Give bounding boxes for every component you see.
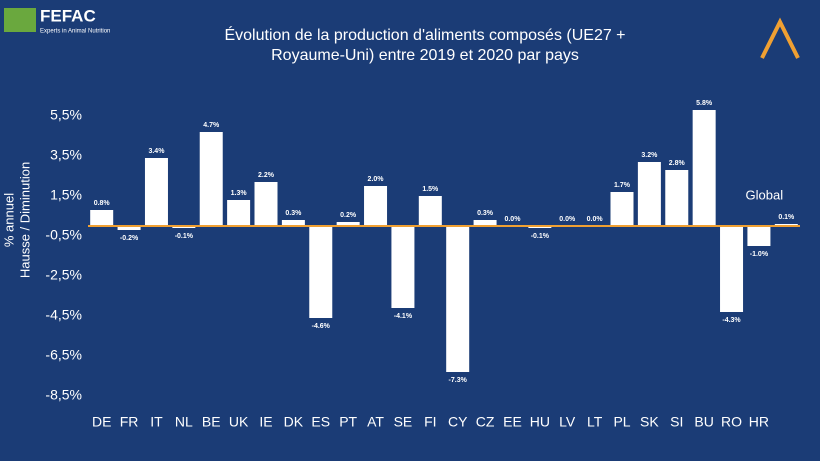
value-label: 0.3% <box>477 210 494 217</box>
bar <box>364 186 388 226</box>
value-label: 0.0% <box>587 216 604 223</box>
bar <box>336 222 360 226</box>
y-tick-label: -0,5% <box>45 227 82 243</box>
annotation: Global <box>746 187 784 202</box>
chart-title: Royaume-Uni) entre 2019 et 2020 par pays <box>271 47 579 64</box>
x-tick-label: HU <box>530 414 550 430</box>
value-label: 1.5% <box>422 186 439 193</box>
bar <box>254 182 278 226</box>
value-label: 0.8% <box>94 200 111 207</box>
y-tick-label: -4,5% <box>45 307 82 323</box>
x-tick-label: PL <box>613 414 630 430</box>
value-label: 3.4% <box>148 148 165 155</box>
logo-name: FEFAC <box>40 6 96 25</box>
bar <box>227 200 251 226</box>
bar <box>720 226 744 312</box>
logo-icon <box>4 8 36 32</box>
bar <box>747 226 771 246</box>
y-tick-label: -6,5% <box>45 347 82 363</box>
x-tick-label: NL <box>175 414 193 430</box>
x-tick-label: HR <box>749 414 769 430</box>
x-tick-label: SK <box>640 414 659 430</box>
value-label: 2.0% <box>368 176 385 183</box>
x-tick-label: FR <box>120 414 139 430</box>
bar <box>199 132 223 226</box>
x-tick-label: IT <box>150 414 163 430</box>
bar <box>637 162 661 226</box>
x-tick-label: UK <box>229 414 249 430</box>
chart-title: Évolution de la production d'aliments co… <box>224 25 625 44</box>
bar <box>446 226 470 372</box>
x-tick-label: ES <box>311 414 330 430</box>
bar <box>117 226 141 230</box>
value-label: -0.1% <box>531 233 550 240</box>
x-tick-label: BU <box>694 414 713 430</box>
bar <box>418 196 442 226</box>
value-label: 0.1% <box>778 214 795 221</box>
x-tick-label: BE <box>202 414 221 430</box>
x-tick-label: EE <box>503 414 522 430</box>
bar <box>692 110 716 226</box>
bar <box>610 192 634 226</box>
x-tick-label: LV <box>559 414 576 430</box>
value-label: 5.8% <box>696 100 713 107</box>
bar <box>665 170 689 226</box>
y-tick-label: -8,5% <box>45 387 82 403</box>
brand-mark <box>760 17 800 59</box>
value-label: 3.2% <box>641 152 658 159</box>
x-tick-label: RO <box>721 414 742 430</box>
value-label: -4.1% <box>394 313 413 320</box>
x-tick-label: FI <box>424 414 436 430</box>
value-label: 0.3% <box>285 210 302 217</box>
bar <box>391 226 415 308</box>
y-tick-label: 3,5% <box>50 147 82 163</box>
x-tick-label: SE <box>394 414 413 430</box>
value-label: 2.2% <box>258 172 275 179</box>
y-axis-label: Hausse / Diminution <box>17 162 32 278</box>
bar <box>90 210 114 226</box>
y-tick-label: 1,5% <box>50 187 82 203</box>
value-label: -4.6% <box>312 323 331 330</box>
bar <box>309 226 333 318</box>
value-label: -0.2% <box>120 235 139 242</box>
logo-tagline: Experts in Animal Nutrition <box>40 29 110 35</box>
x-tick-label: CZ <box>476 414 495 430</box>
value-label: 2.8% <box>669 160 686 167</box>
value-label: 1.3% <box>231 190 248 197</box>
x-tick-label: DK <box>284 414 304 430</box>
value-label: 0.2% <box>340 212 357 219</box>
x-tick-label: LT <box>587 414 603 430</box>
y-tick-label: -2,5% <box>45 267 82 283</box>
value-label: 1.7% <box>614 182 631 189</box>
value-label: -0.1% <box>175 233 194 240</box>
value-label: 0.0% <box>559 216 576 223</box>
value-label: -4.3% <box>722 317 741 324</box>
bar <box>473 220 497 226</box>
x-tick-label: IE <box>259 414 272 430</box>
x-tick-label: PT <box>339 414 357 430</box>
value-label: 4.7% <box>203 122 220 129</box>
x-tick-label: DE <box>92 414 111 430</box>
x-tick-label: SI <box>670 414 683 430</box>
y-tick-label: 5,5% <box>50 107 82 123</box>
bar <box>144 158 168 226</box>
y-axis-label: % annuel <box>1 193 16 247</box>
value-label: 0.0% <box>504 216 521 223</box>
value-label: -1.0% <box>750 251 769 258</box>
bar <box>281 220 305 226</box>
value-label: -7.3% <box>449 377 468 384</box>
x-tick-label: AT <box>367 414 384 430</box>
x-tick-label: CY <box>448 414 468 430</box>
